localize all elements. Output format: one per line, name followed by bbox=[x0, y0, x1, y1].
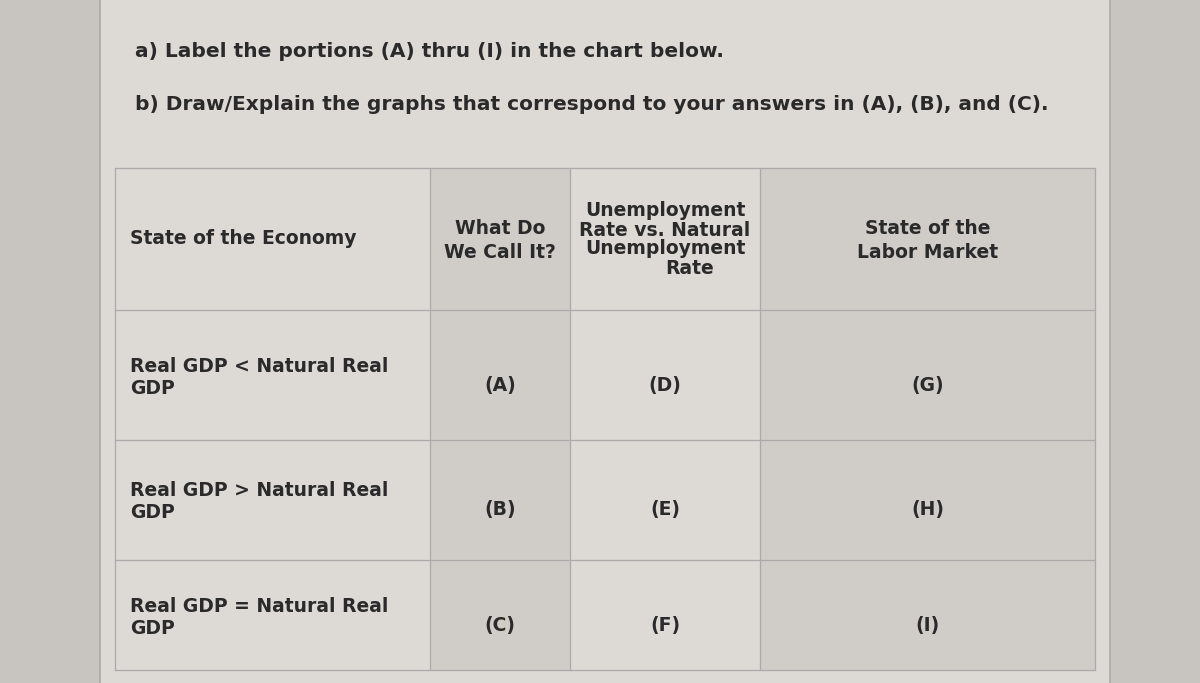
Text: Labor Market: Labor Market bbox=[857, 244, 998, 262]
Bar bbox=[430, 168, 570, 670]
Text: State of the: State of the bbox=[865, 219, 990, 238]
Text: b) Draw/Explain the graphs that correspond to your answers in (A), (B), and (C).: b) Draw/Explain the graphs that correspo… bbox=[134, 95, 1049, 114]
Text: Unemployment: Unemployment bbox=[584, 201, 745, 221]
Bar bbox=[760, 168, 1096, 670]
Text: Rate: Rate bbox=[665, 258, 714, 277]
Text: State of the Economy: State of the Economy bbox=[130, 229, 356, 249]
Text: (A): (A) bbox=[484, 376, 516, 395]
Bar bbox=[100, 0, 1110, 683]
Text: (F): (F) bbox=[650, 615, 680, 635]
Text: (I): (I) bbox=[916, 615, 940, 635]
Text: Unemployment: Unemployment bbox=[584, 240, 745, 258]
Text: What Do: What Do bbox=[455, 219, 545, 238]
Text: (G): (G) bbox=[911, 376, 944, 395]
Text: a) Label the portions (A) thru (I) in the chart below.: a) Label the portions (A) thru (I) in th… bbox=[134, 42, 724, 61]
Text: (D): (D) bbox=[648, 376, 682, 395]
Text: GDP: GDP bbox=[130, 619, 175, 637]
Text: Real GDP = Natural Real: Real GDP = Natural Real bbox=[130, 596, 389, 615]
Text: (H): (H) bbox=[911, 501, 944, 520]
Text: GDP: GDP bbox=[130, 378, 175, 398]
Text: We Call It?: We Call It? bbox=[444, 244, 556, 262]
Text: Real GDP < Natural Real: Real GDP < Natural Real bbox=[130, 357, 389, 376]
Text: Rate vs. Natural: Rate vs. Natural bbox=[580, 221, 751, 240]
Text: GDP: GDP bbox=[130, 503, 175, 522]
Text: (E): (E) bbox=[650, 501, 680, 520]
Text: (B): (B) bbox=[484, 501, 516, 520]
Text: (C): (C) bbox=[485, 615, 516, 635]
Text: Real GDP > Natural Real: Real GDP > Natural Real bbox=[130, 482, 389, 501]
